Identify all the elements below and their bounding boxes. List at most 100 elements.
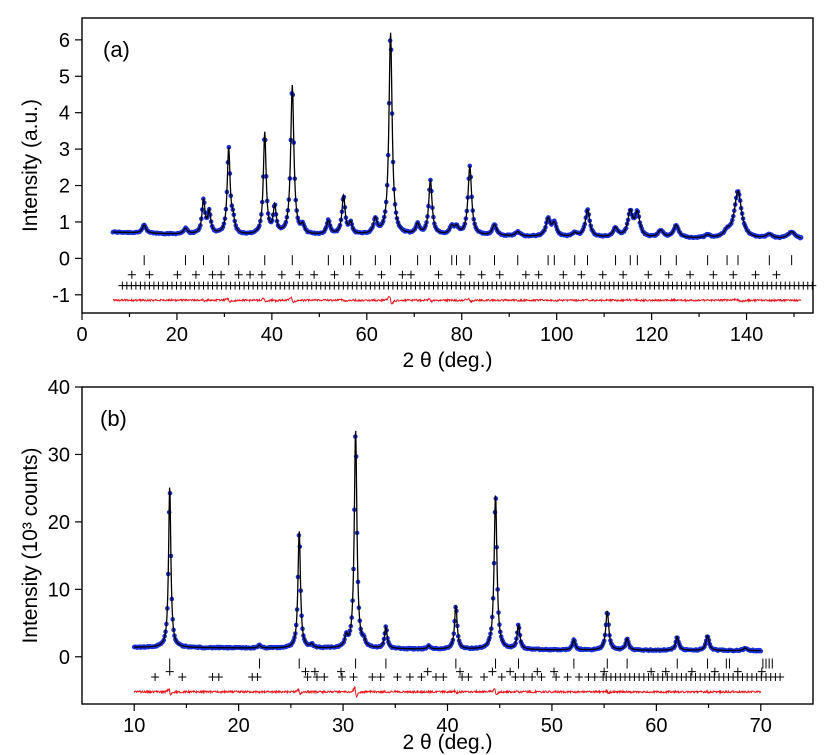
reflection-plus xyxy=(208,270,217,279)
reflection-plus xyxy=(644,270,653,279)
observed-points xyxy=(131,434,764,654)
x-tick-label: 0 xyxy=(76,324,87,346)
x-tick-label: 40 xyxy=(436,715,458,737)
reflection-plus xyxy=(406,270,415,279)
reflection-plus xyxy=(661,667,670,676)
reflection-plus xyxy=(757,667,766,676)
plot-frame xyxy=(81,386,814,705)
reflection-plus xyxy=(511,673,520,682)
reflection-plus xyxy=(550,667,559,676)
reflection-plus xyxy=(488,667,497,676)
reflection-plus xyxy=(600,667,609,676)
x-tick-label: 100 xyxy=(540,324,573,346)
reflection-plus xyxy=(376,673,385,682)
x-tick-label: 120 xyxy=(635,324,668,346)
reflection-plus xyxy=(495,270,504,279)
reflection-plus xyxy=(776,673,785,682)
reflection-plus xyxy=(165,667,174,676)
reflection-plus xyxy=(590,673,599,682)
x-tick-label: 40 xyxy=(261,324,283,346)
reflection-plus xyxy=(464,673,473,682)
reflection-plus xyxy=(277,270,286,279)
y-tick-label: 0 xyxy=(59,647,70,669)
y-axis-title: Intensity (10³ counts) xyxy=(19,447,42,643)
reflection-plus xyxy=(417,673,426,682)
y-tick-label: 5 xyxy=(59,66,70,88)
reflection-plus xyxy=(295,270,304,279)
y-tick-label: 0 xyxy=(59,248,70,270)
reflection-plus xyxy=(664,270,673,279)
reflection-plus xyxy=(497,673,506,682)
panel-label: (a) xyxy=(103,37,130,62)
panel-a: 0 20 40 60 80 100 120 140 -1 0 1 2 3 4 5 6 2 θ (deg.) Int… xyxy=(19,17,817,372)
reflection-plus xyxy=(598,270,607,279)
reflection-plus xyxy=(619,270,628,279)
reflection-plus xyxy=(423,667,432,676)
reflection-plus xyxy=(303,673,312,682)
reflection-plus xyxy=(191,270,200,279)
reflection-plus xyxy=(257,270,266,279)
reflection-plus xyxy=(234,270,243,279)
y-tick-label: 6 xyxy=(59,30,70,52)
y-axis-title: Intensity (a.u.) xyxy=(19,99,42,232)
reflection-plus xyxy=(710,667,719,676)
reflection-plus xyxy=(552,673,561,682)
reflection-plus xyxy=(145,270,154,279)
calculated-curve xyxy=(112,32,802,239)
x-tick-label: 60 xyxy=(645,715,667,737)
reflection-plus xyxy=(521,270,530,279)
difference-curve xyxy=(112,295,802,305)
reflection-plus xyxy=(434,270,443,279)
reflection-plus xyxy=(439,673,448,682)
reflection-plus xyxy=(575,673,584,682)
reflection-plus xyxy=(217,270,226,279)
reflection-plus xyxy=(405,673,414,682)
reflection-plus xyxy=(310,667,319,676)
x-tick-label: 30 xyxy=(332,715,354,737)
reflection-plus xyxy=(534,270,543,279)
y-tick-label: 20 xyxy=(48,512,70,534)
observed-points xyxy=(110,38,804,241)
reflection-plus xyxy=(246,270,255,279)
reflection-plus xyxy=(253,673,262,682)
reflection-plus xyxy=(355,270,364,279)
reflection-plus xyxy=(349,673,358,682)
x-tick-label: 60 xyxy=(356,324,378,346)
observed-point xyxy=(226,144,232,150)
y-tick-label: -1 xyxy=(52,285,70,307)
reflection-plus xyxy=(173,270,182,279)
reflection-plus xyxy=(456,270,465,279)
reflection-plus xyxy=(729,270,738,279)
reflection-plus xyxy=(178,673,187,682)
reflection-plus xyxy=(577,270,586,279)
reflection-plus xyxy=(519,673,528,682)
reflection-plus xyxy=(477,270,486,279)
x-tick-label: 10 xyxy=(123,715,145,737)
x-tick-label: 70 xyxy=(750,715,772,737)
x-tick-label: 80 xyxy=(451,324,473,346)
reflection-plus xyxy=(330,270,339,279)
reflection-plus xyxy=(214,673,223,682)
reflection-plus xyxy=(398,270,407,279)
x-tick-label: 50 xyxy=(541,715,563,737)
reflection-plus xyxy=(533,667,542,676)
reflection-plus xyxy=(647,667,656,676)
y-tick-label: 40 xyxy=(48,377,70,399)
y-tick-label: 2 xyxy=(59,176,70,198)
reflection-plus xyxy=(563,673,572,682)
reflection-plus xyxy=(709,270,718,279)
reflection-plus xyxy=(127,270,136,279)
reflection-plus xyxy=(537,673,546,682)
calculated-curve xyxy=(134,430,761,652)
reflection-plus xyxy=(751,270,760,279)
reflection-plus xyxy=(368,673,377,682)
x-tick-label: 20 xyxy=(228,715,250,737)
y-tick-label: 1 xyxy=(59,212,70,234)
reflection-plus xyxy=(808,281,817,290)
y-tick-label: 3 xyxy=(59,139,70,161)
reflection-plus xyxy=(301,667,310,676)
reflection-plus xyxy=(528,673,537,682)
y-tick-label: 10 xyxy=(48,579,70,601)
